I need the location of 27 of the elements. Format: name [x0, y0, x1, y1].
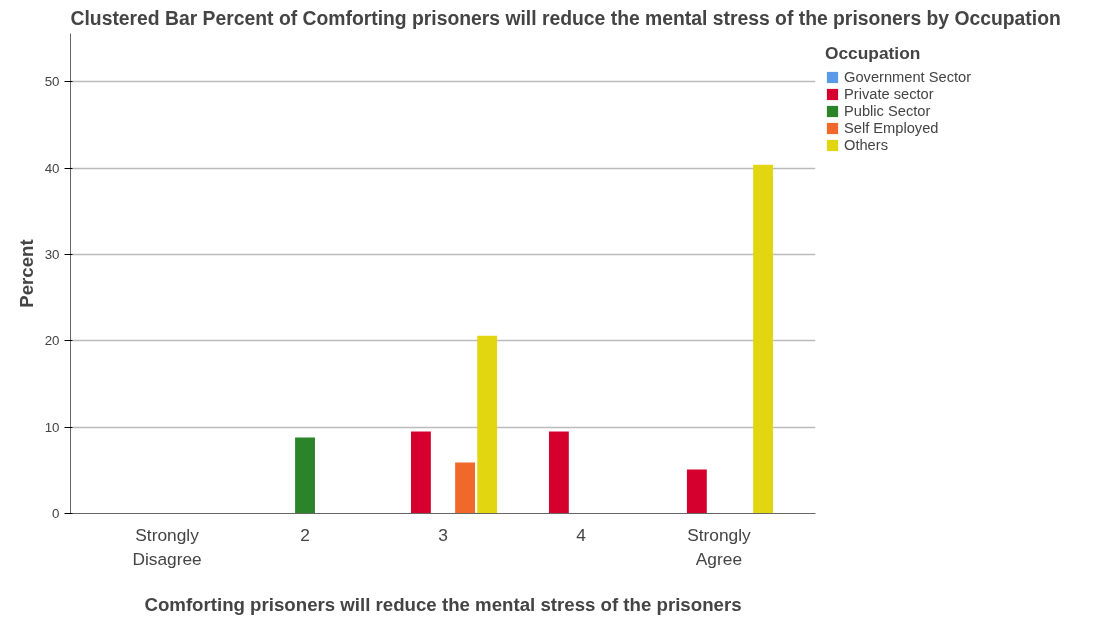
- legend-label: Public Sector: [844, 103, 931, 119]
- x-tick-label: 4: [576, 524, 587, 545]
- y-tick-label: 10: [44, 419, 60, 435]
- y-tick-label: 50: [44, 74, 60, 90]
- x-tick-label: Strongly Disagree: [132, 524, 202, 569]
- legend-label: Private sector: [844, 86, 934, 102]
- chart-title: Clustered Bar Percent of Comforting prisoners will reduce the mental stress of the prisoners by Occupation: [70, 7, 1061, 29]
- bar: [410, 431, 431, 514]
- y-tick-label: 30: [44, 247, 60, 263]
- x-tick-label: 2: [300, 524, 310, 545]
- y-tick-label: 40: [44, 160, 60, 176]
- bar: [455, 462, 476, 514]
- legend-label: Others: [844, 137, 888, 153]
- x-tick-label: Strongly Agree: [687, 524, 752, 569]
- legend-title: Occupation: [825, 43, 922, 64]
- bar: [753, 164, 774, 514]
- y-tick-label: 20: [44, 333, 60, 349]
- bar: [548, 431, 569, 514]
- bar: [686, 469, 707, 514]
- bar: [477, 335, 498, 514]
- bar: [295, 437, 315, 514]
- y-axis-title: Percent: [15, 239, 37, 308]
- legend-label: Government Sector: [844, 69, 972, 85]
- legend-label: Self Employed: [844, 120, 939, 136]
- x-axis-title: Comforting prisoners will reduce the mental stress of the prisoners: [144, 593, 742, 615]
- y-tick-label: 0: [52, 506, 60, 521]
- x-tick-label: 3: [438, 524, 448, 545]
